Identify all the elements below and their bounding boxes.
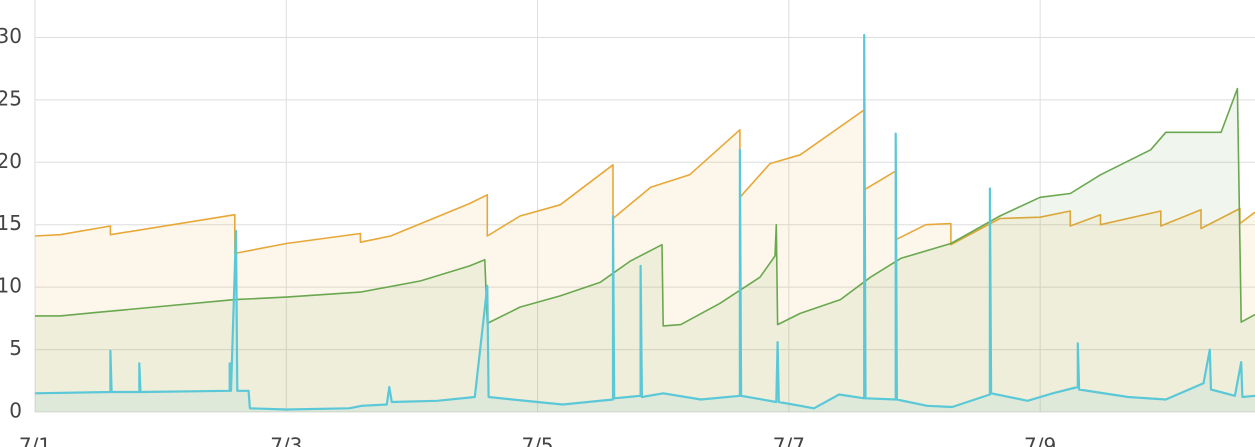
- line: [34, 33, 1255, 411]
- x-tick-label: 7/5: [521, 434, 553, 447]
- y-tick-label: 20: [0, 149, 22, 173]
- y-tick-label: 0: [9, 399, 22, 423]
- y-tick-label: 30: [0, 24, 22, 48]
- x-tick-label: 7/3: [270, 434, 302, 447]
- y-tick-label: 5: [9, 336, 22, 360]
- y-tick-label: 25: [0, 86, 22, 110]
- area: [35, 88, 1255, 412]
- line: [35, 87, 1255, 327]
- y-tick-label: 15: [0, 211, 22, 235]
- x-tick-label: 7/7: [773, 434, 805, 447]
- area: [35, 109, 1255, 413]
- x-tick-label: 7/9: [1024, 434, 1056, 447]
- y-tick-label: 10: [0, 274, 22, 298]
- line: [34, 109, 1255, 255]
- x-tick-label: 7/1: [19, 434, 51, 447]
